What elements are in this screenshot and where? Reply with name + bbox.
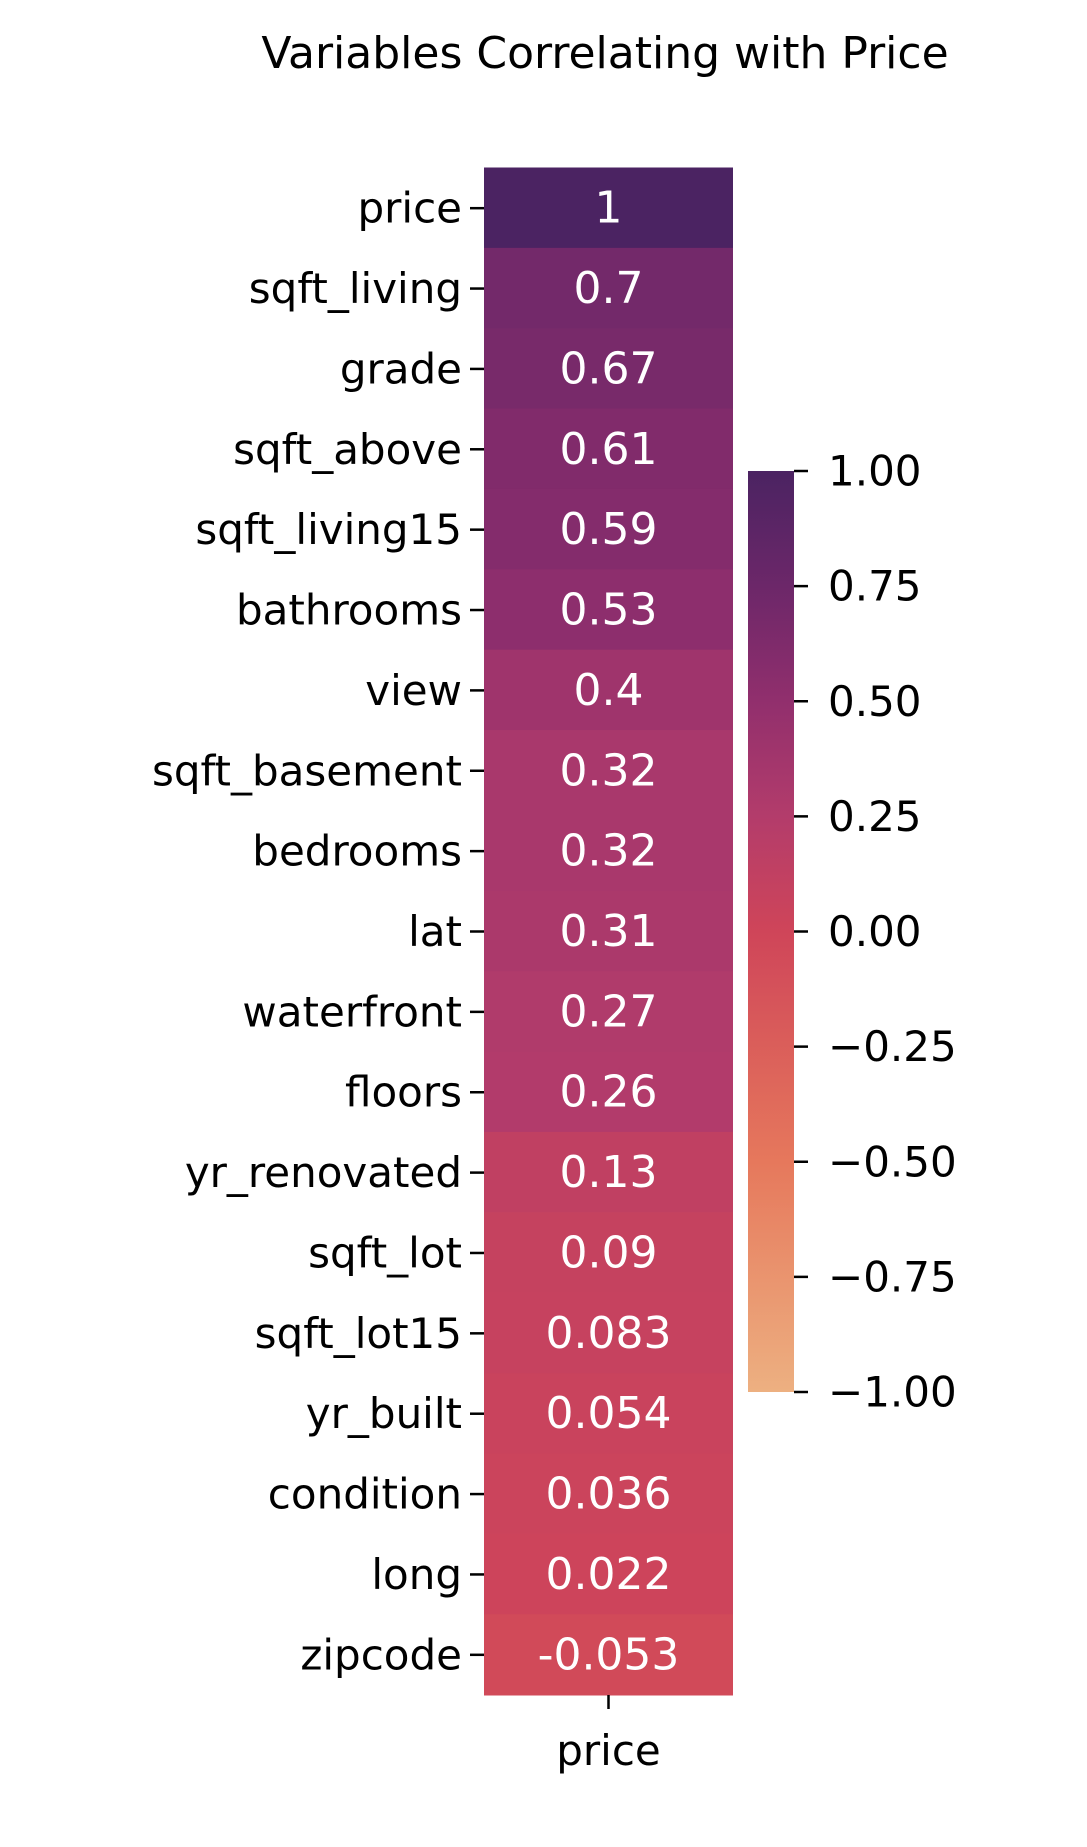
heatmap-cell xyxy=(484,649,733,732)
cell-value-label: 0.32 xyxy=(560,745,658,796)
cell-value-label: 0.59 xyxy=(560,504,658,555)
cell-value-label: 0.036 xyxy=(546,1469,672,1520)
heatmap-cell xyxy=(484,488,733,571)
y-tick-label: sqft_living xyxy=(249,264,462,313)
colorbar-tick-label: 0.75 xyxy=(828,562,922,611)
cell-value-label: 0.022 xyxy=(546,1549,672,1600)
y-tick-label: condition xyxy=(268,1470,462,1519)
y-tick-label: sqft_above xyxy=(233,425,462,474)
cell-value-label: 0.13 xyxy=(560,1147,658,1198)
heatmap-cell xyxy=(484,1292,733,1375)
heatmap-cell xyxy=(484,890,733,973)
y-tick-label: yr_renovated xyxy=(185,1148,462,1197)
y-tick-label: long xyxy=(371,1550,462,1599)
heatmap-cell xyxy=(484,569,733,651)
x-tick-label: price xyxy=(556,1726,661,1775)
colorbar-gradient xyxy=(748,471,794,1392)
colorbar-tick-label: −0.75 xyxy=(828,1252,957,1301)
colorbar-tick-label: 0.00 xyxy=(828,907,922,956)
heatmap-cell xyxy=(484,730,733,812)
heatmap-cell xyxy=(484,1614,733,1696)
cell-value-label: 0.32 xyxy=(560,826,658,877)
cell-value-label: 0.53 xyxy=(560,585,658,636)
y-tick-label: sqft_basement xyxy=(152,746,462,795)
heatmap-cell xyxy=(484,971,733,1053)
y-tick-label: sqft_living15 xyxy=(195,505,462,554)
colorbar-tick-label: 0.50 xyxy=(828,677,922,726)
heatmap-cell xyxy=(484,810,733,892)
cell-value-label: 1 xyxy=(595,183,623,234)
cell-value-label: 0.27 xyxy=(560,986,658,1037)
y-tick-label: sqft_lot15 xyxy=(255,1309,462,1358)
y-tick-label: bedrooms xyxy=(252,827,462,876)
y-tick-label: bathrooms xyxy=(236,586,462,635)
y-tick-label: waterfront xyxy=(242,987,462,1036)
heatmap-cell xyxy=(484,1212,733,1294)
cell-value-label: 0.61 xyxy=(560,424,658,475)
colorbar-tick-label: −1.00 xyxy=(828,1368,957,1417)
cell-value-label: 0.09 xyxy=(560,1227,658,1278)
cell-value-label: 0.7 xyxy=(574,263,644,314)
colorbar-tick-label: −0.25 xyxy=(828,1022,957,1071)
cell-value-label: 0.67 xyxy=(560,343,658,394)
heatmap-cell xyxy=(484,167,733,249)
cell-value-label: 0.054 xyxy=(546,1388,672,1439)
heatmap-cells xyxy=(484,167,733,1696)
y-tick-label: zipcode xyxy=(300,1630,462,1679)
colorbar: 1.00 0.75 0.50 0.25 0.00 −0.25 −0.50 −0.75 −1.00 xyxy=(748,447,957,1417)
heatmap-cell xyxy=(484,408,733,490)
heatmap-cell xyxy=(484,1051,733,1133)
cell-value-label: -0.053 xyxy=(538,1629,680,1680)
cell-annotations: 1 0.7 0.67 0.61 0.59 0.53 0.4 0.32 0.32 0.31 0.27 0… xyxy=(538,183,680,1681)
heatmap-cell xyxy=(484,328,733,410)
colorbar-tick-label: 0.25 xyxy=(828,792,922,841)
y-tick-label: lat xyxy=(408,907,462,956)
y-tick-label: sqft_lot xyxy=(308,1228,462,1277)
heatmap-cell xyxy=(484,1453,733,1535)
y-tick-label: floors xyxy=(345,1068,462,1117)
y-tick-label: grade xyxy=(340,344,462,393)
cell-value-label: 0.31 xyxy=(560,906,658,957)
cell-value-label: 0.4 xyxy=(574,665,644,716)
cell-value-label: 0.083 xyxy=(546,1308,672,1359)
heatmap-cell xyxy=(484,247,733,330)
heatmap-cell xyxy=(484,1533,733,1616)
column-labels: price xyxy=(556,1695,661,1775)
y-tick-label: view xyxy=(365,666,462,715)
y-tick-label: yr_built xyxy=(306,1389,462,1438)
heatmap-cell xyxy=(484,1373,733,1455)
y-tick-label: price xyxy=(357,184,462,233)
cell-value-label: 0.26 xyxy=(560,1067,658,1118)
colorbar-tick-label: −0.50 xyxy=(828,1137,957,1186)
chart-title: Variables Correlating with Price xyxy=(261,28,948,79)
heatmap-cell xyxy=(484,1131,733,1214)
colorbar-tick-label: 1.00 xyxy=(828,447,922,496)
